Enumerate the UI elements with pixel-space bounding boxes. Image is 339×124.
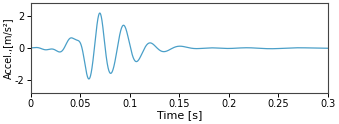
X-axis label: Time [s]: Time [s] bbox=[157, 110, 202, 121]
Y-axis label: Accel.,[m/s²]: Accel.,[m/s²] bbox=[3, 17, 14, 79]
